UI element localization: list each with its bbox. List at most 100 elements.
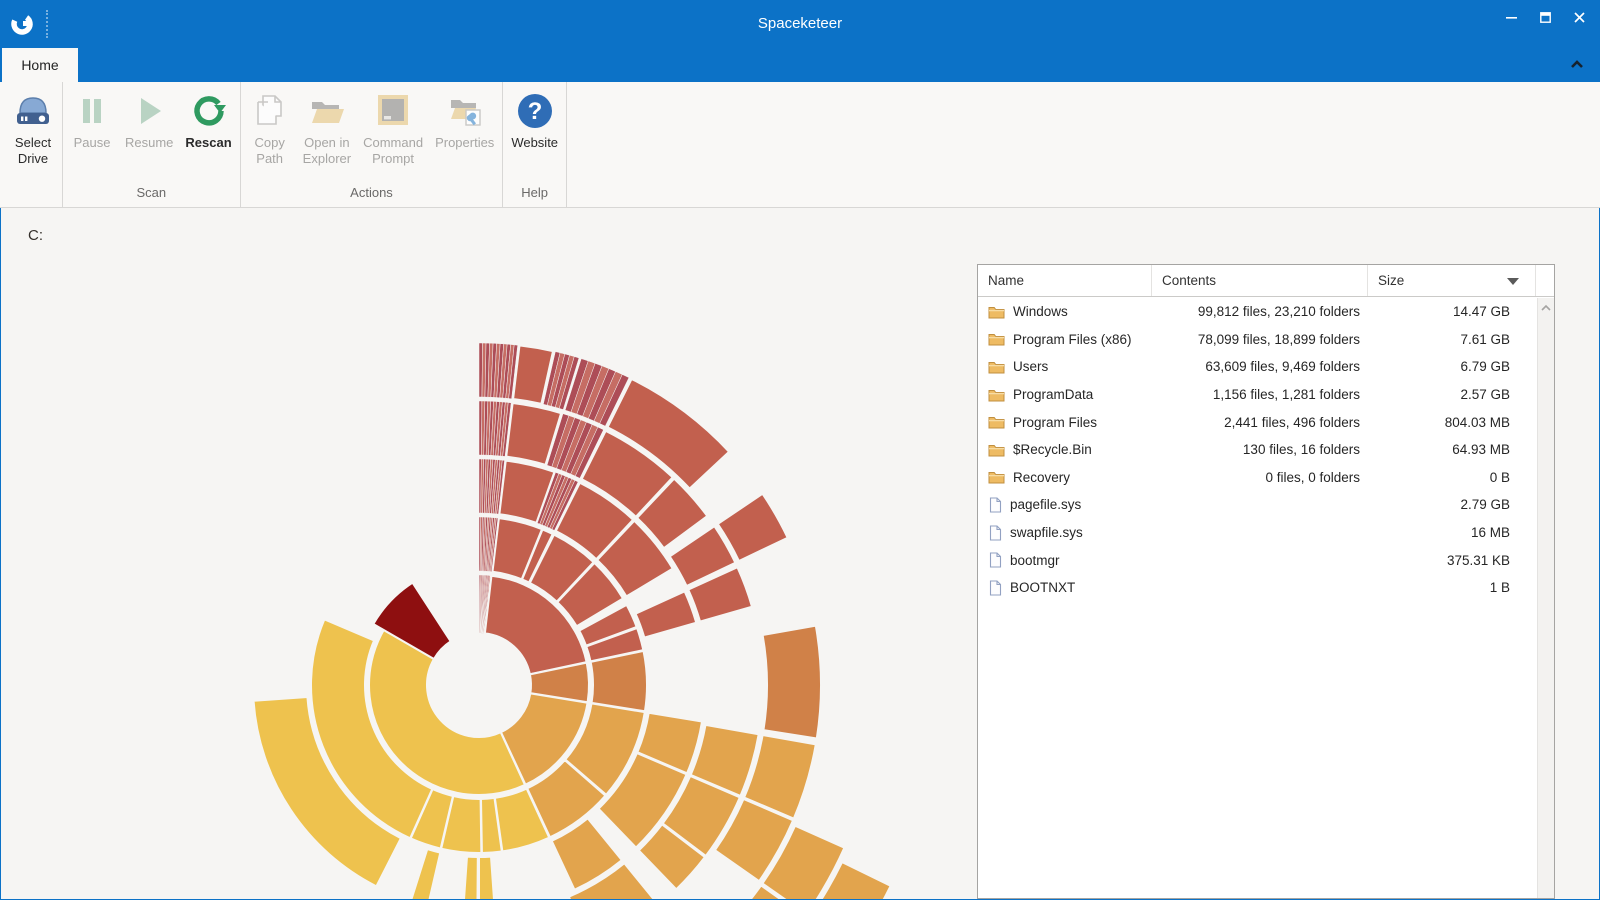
sunburst-segment[interactable]: [599, 374, 630, 427]
table-row[interactable]: ProgramData 1,156 files, 1,281 folders 2.5…: [978, 381, 1536, 409]
sunburst-segment[interactable]: [483, 574, 588, 676]
column-header-size[interactable]: Size: [1368, 265, 1536, 296]
sunburst-segment[interactable]: [502, 402, 512, 457]
sunburst-segment[interactable]: [810, 860, 892, 899]
file-name: Program Files (x86): [1013, 331, 1132, 347]
cell-size: 7.61 GB: [1460, 331, 1510, 347]
sunburst-segment[interactable]: [371, 581, 453, 661]
sunburst-segment[interactable]: [478, 855, 495, 899]
sunburst-segment[interactable]: [634, 589, 698, 639]
sunburst-segment[interactable]: [550, 816, 624, 892]
sunburst-segment[interactable]: [252, 695, 403, 888]
ribbon-tab-row: Home: [0, 48, 1600, 82]
ribbon-group-scan: Pause Resume: [63, 82, 241, 207]
copy-path-button[interactable]: Copy Path: [243, 86, 297, 183]
sunburst-segment[interactable]: [742, 733, 817, 820]
cell-name: Program Files (x86): [978, 332, 1152, 347]
sunburst-segment[interactable]: [597, 751, 688, 849]
scroll-up-icon[interactable]: [1540, 302, 1552, 314]
sunburst-segment[interactable]: [511, 344, 555, 406]
table-row[interactable]: Users 63,609 files, 9,469 folders 6.79 GB: [978, 353, 1536, 381]
button-label: Pause: [73, 135, 111, 150]
sunburst-segment[interactable]: [508, 344, 518, 400]
button-label: Rescan: [185, 135, 232, 150]
ribbon-group-drive: Select Drive: [4, 82, 63, 207]
title-bar: Spaceketeer: [0, 0, 1600, 48]
sunburst-segment[interactable]: [554, 481, 635, 561]
cell-contents: 0 files, 0 folders: [1265, 469, 1360, 485]
sunburst-segment[interactable]: [410, 847, 442, 899]
table-row[interactable]: swapfile.sys 16 MB: [978, 519, 1536, 547]
cell-size: 6.79 GB: [1460, 359, 1510, 375]
sunburst-segment[interactable]: [606, 377, 731, 490]
ribbon-collapse-icon[interactable]: [1568, 56, 1586, 74]
sunburst-segment[interactable]: [668, 524, 737, 588]
table-row[interactable]: $Recycle.Bin 130 files, 16 folders 64.93 M…: [978, 436, 1536, 464]
folder-icon: [988, 417, 1005, 429]
cell-contents: 78,099 files, 18,899 folders: [1197, 331, 1360, 347]
sunburst-segment[interactable]: [719, 884, 805, 899]
sunburst-segment[interactable]: [555, 561, 625, 628]
sunburst-segment[interactable]: [580, 429, 675, 519]
column-header-contents[interactable]: Contents: [1152, 265, 1368, 296]
vertical-scrollbar[interactable]: [1537, 298, 1554, 898]
sunburst-segment[interactable]: [637, 822, 707, 891]
sunburst-segment[interactable]: [595, 519, 675, 598]
table-row[interactable]: Windows 99,812 files, 23,210 folders 14.47…: [978, 298, 1536, 326]
sunburst-segment[interactable]: [574, 426, 604, 479]
website-button[interactable]: ? Website: [505, 86, 564, 183]
sunburst-segment[interactable]: [589, 649, 648, 713]
sunburst-segment[interactable]: [716, 492, 790, 563]
sunburst-segment[interactable]: [686, 565, 754, 623]
rescan-button[interactable]: Rescan: [179, 86, 237, 183]
sunburst-segment[interactable]: [761, 624, 822, 740]
close-button[interactable]: [1562, 0, 1596, 34]
content-area: C: Name Contents Size Windows 99,812 file…: [1, 209, 1599, 899]
table-row[interactable]: Recovery 0 files, 0 folders 0 B: [978, 464, 1536, 492]
folder-icon: [988, 472, 1005, 484]
file-name: Recovery: [1013, 469, 1071, 485]
sunburst-segment[interactable]: [498, 459, 556, 525]
table-row[interactable]: bootmgr 375.31 KB: [978, 546, 1536, 574]
resume-button[interactable]: Resume: [119, 86, 179, 183]
tab-home[interactable]: Home: [2, 48, 78, 82]
select-drive-button[interactable]: Select Drive: [6, 86, 60, 183]
sunburst-segment[interactable]: [761, 824, 846, 899]
maximize-button[interactable]: [1528, 0, 1562, 34]
sunburst-segment[interactable]: [463, 855, 479, 899]
sunburst-segment[interactable]: [310, 618, 434, 840]
table-row[interactable]: BOOTNXT 1 B: [978, 574, 1536, 602]
table-row[interactable]: Program Files (x86) 78,099 files, 18,899 …: [978, 326, 1536, 354]
pause-icon: [83, 99, 101, 123]
cell-contents: 2,441 files, 496 folders: [1224, 414, 1360, 430]
properties-button[interactable]: Properties: [429, 86, 500, 183]
command-prompt-button[interactable]: Command Prompt: [357, 86, 429, 183]
sunburst-segment[interactable]: [368, 628, 527, 796]
sunburst-chart[interactable]: [1, 209, 1599, 899]
minimize-button[interactable]: [1494, 0, 1528, 34]
sunburst-segment[interactable]: [558, 356, 580, 410]
sunburst-segment[interactable]: [661, 774, 742, 858]
sunburst-segment[interactable]: [636, 711, 704, 775]
sunburst-segment[interactable]: [567, 861, 659, 899]
cell-name: pagefile.sys: [978, 497, 1152, 513]
folder-icon: [988, 306, 1005, 319]
group-label: Help: [521, 185, 549, 200]
file-icon: [989, 552, 1002, 568]
open-in-explorer-button[interactable]: Open in Explorer: [297, 86, 357, 183]
cell-name: $Recycle.Bin: [978, 442, 1152, 457]
drive-icon: [17, 97, 49, 124]
table-row[interactable]: Program Files 2,441 files, 496 folders 804…: [978, 408, 1536, 436]
group-label: Scan: [136, 185, 167, 200]
table-row[interactable]: pagefile.sys 2.79 GB: [978, 491, 1536, 519]
sunburst-segment[interactable]: [713, 797, 795, 883]
button-label: Resume: [125, 135, 174, 150]
sunburst-segment[interactable]: [551, 480, 579, 531]
pause-button[interactable]: Pause: [65, 86, 119, 183]
sunburst-segment[interactable]: [635, 477, 709, 550]
sunburst-segment[interactable]: [689, 723, 760, 798]
button-label: Copy Path: [254, 135, 285, 166]
column-header-name[interactable]: Name: [978, 265, 1152, 296]
button-label: Command Prompt: [363, 135, 424, 166]
sunburst-segment[interactable]: [505, 401, 563, 467]
